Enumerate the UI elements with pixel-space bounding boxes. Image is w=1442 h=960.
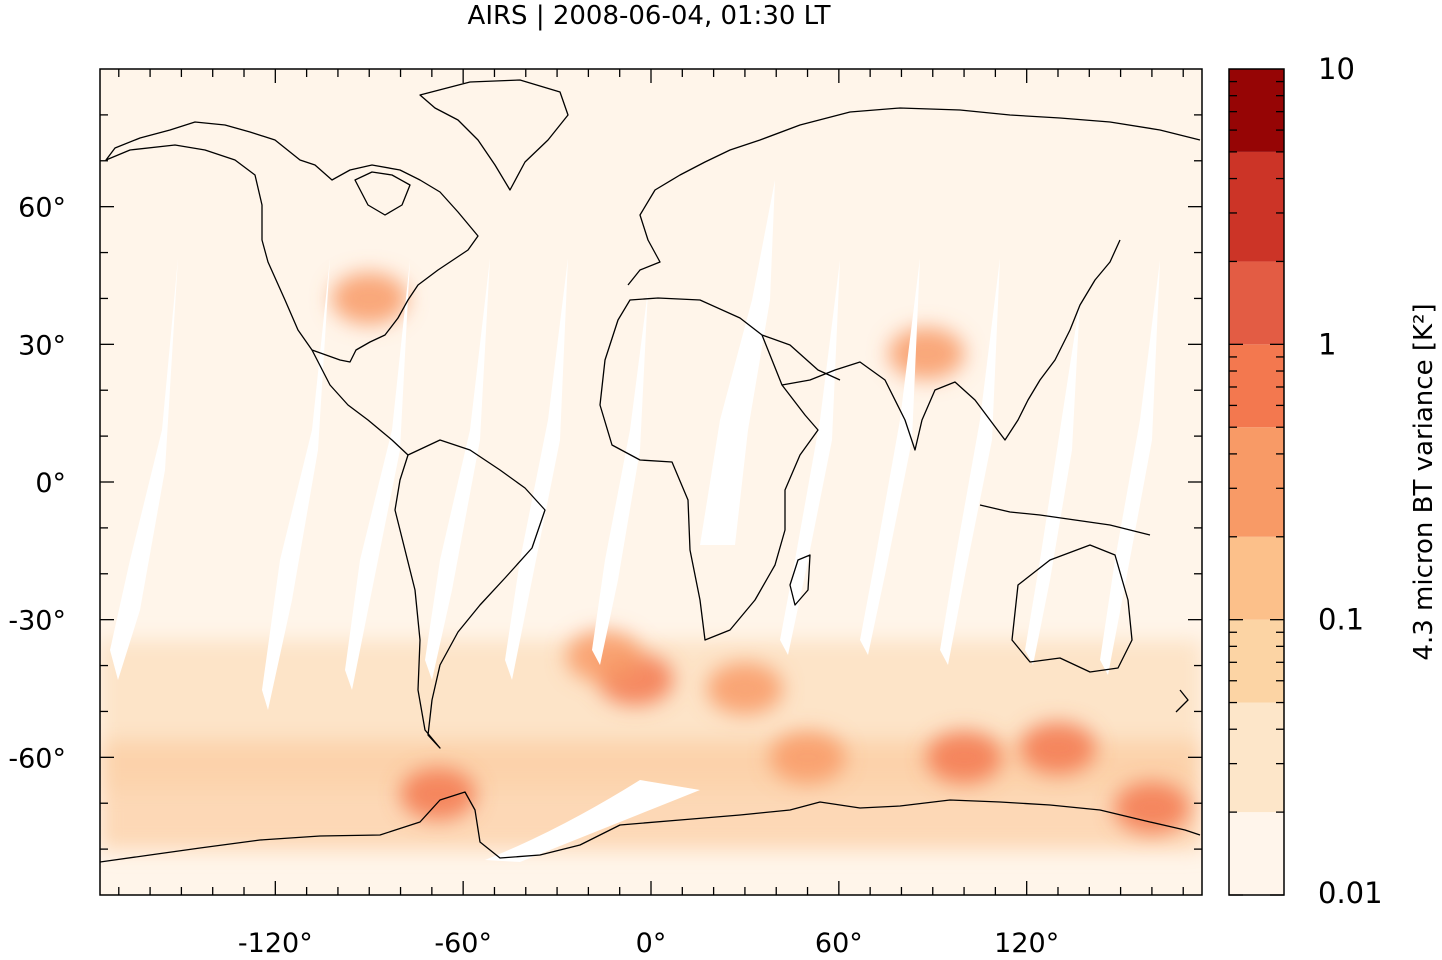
coastline-antarctica <box>100 791 1201 863</box>
variance-hotspot <box>926 731 1003 784</box>
orbit-swath-gaps <box>110 180 1160 862</box>
colorbar-bin <box>1229 344 1284 428</box>
swath-gap <box>505 258 568 680</box>
variance-hotspot <box>400 768 477 821</box>
swath-gap <box>485 780 700 862</box>
colorbar-bin <box>1229 151 1284 262</box>
colorbar-tick-label: 1 <box>1318 327 1336 361</box>
colorbar-bin <box>1229 427 1284 537</box>
axis-ticks <box>100 69 1202 895</box>
variance-hotspot <box>566 630 643 683</box>
swath-gap <box>1025 300 1080 665</box>
chart-title: AIRS | 2008-06-04, 01:30 LT <box>468 1 831 31</box>
swath-gap <box>860 258 920 655</box>
colorbar <box>1229 69 1284 895</box>
coastline-arabia <box>761 334 841 381</box>
coastlines <box>100 79 1201 863</box>
variance-hotspot <box>1019 722 1096 775</box>
x-tick-label: -60° <box>434 928 492 956</box>
variance-hotspot <box>706 662 783 715</box>
coastline-madagascar <box>789 554 811 606</box>
coastline-asia-south <box>781 239 1121 451</box>
colorbar-bin <box>1229 812 1284 895</box>
colorbar-frame <box>1228 68 1285 896</box>
variance-hotspot <box>888 327 965 380</box>
x-tick-label: -120° <box>238 928 313 956</box>
coastline-europe <box>627 107 1201 286</box>
swath-gap <box>262 258 330 710</box>
coastline-hudson-bay <box>354 171 411 216</box>
colorbar-ticks <box>1229 80 1284 896</box>
colorbar-bin <box>1229 536 1284 620</box>
coastline-new-zealand <box>1175 689 1189 713</box>
colorbar-tick-label: 0.01 <box>1318 876 1383 910</box>
coastline-indonesia <box>979 504 1151 536</box>
swath-gap <box>592 290 648 665</box>
variance-hotspot <box>331 272 408 325</box>
x-tick-label: 120° <box>994 928 1059 956</box>
y-tick-label: 0° <box>35 468 66 499</box>
x-tick-labels: -120° -60° 0° 60° 120° <box>238 928 1059 959</box>
colorbar-tick-label: 10 <box>1318 52 1355 86</box>
swath-gap <box>345 260 410 690</box>
coastline-north-america <box>105 121 479 363</box>
colorbar-bin <box>1229 69 1284 152</box>
y-tick-label: 60° <box>18 193 66 224</box>
coastline-central-america <box>311 349 409 456</box>
map-frame <box>99 68 1203 896</box>
coastline-south-america <box>394 439 546 749</box>
x-tick-label: 60° <box>815 928 863 956</box>
swath-gap <box>110 258 178 680</box>
swath-gap <box>780 260 840 655</box>
variance-hotspot <box>769 731 846 784</box>
variance-hotspot <box>1113 781 1190 834</box>
swath-gap <box>700 180 775 545</box>
y-tick-label: -30° <box>8 606 66 637</box>
coastline-greenland <box>419 79 569 191</box>
coastline-australia <box>1011 544 1133 673</box>
colorbar-tick-label: 0.1 <box>1318 603 1364 637</box>
colorbar-tick-labels: 10 1 0.1 0.01 <box>1318 52 1383 910</box>
colorbar-bin <box>1229 619 1284 703</box>
colorbar-bin <box>1229 261 1284 345</box>
y-tick-labels: 60° 30° 0° -30° -60° <box>8 193 66 775</box>
swath-gap <box>425 258 490 680</box>
y-tick-label: 30° <box>18 330 66 361</box>
y-tick-label: -60° <box>8 743 66 774</box>
colorbar-label: 4.3 micron BT variance [K²] <box>1409 303 1439 660</box>
colorbar-bin <box>1229 702 1284 813</box>
x-tick-label: 0° <box>636 928 667 956</box>
swath-gap <box>940 258 1000 665</box>
swath-gap <box>1100 260 1160 675</box>
map-panel <box>100 69 1202 895</box>
